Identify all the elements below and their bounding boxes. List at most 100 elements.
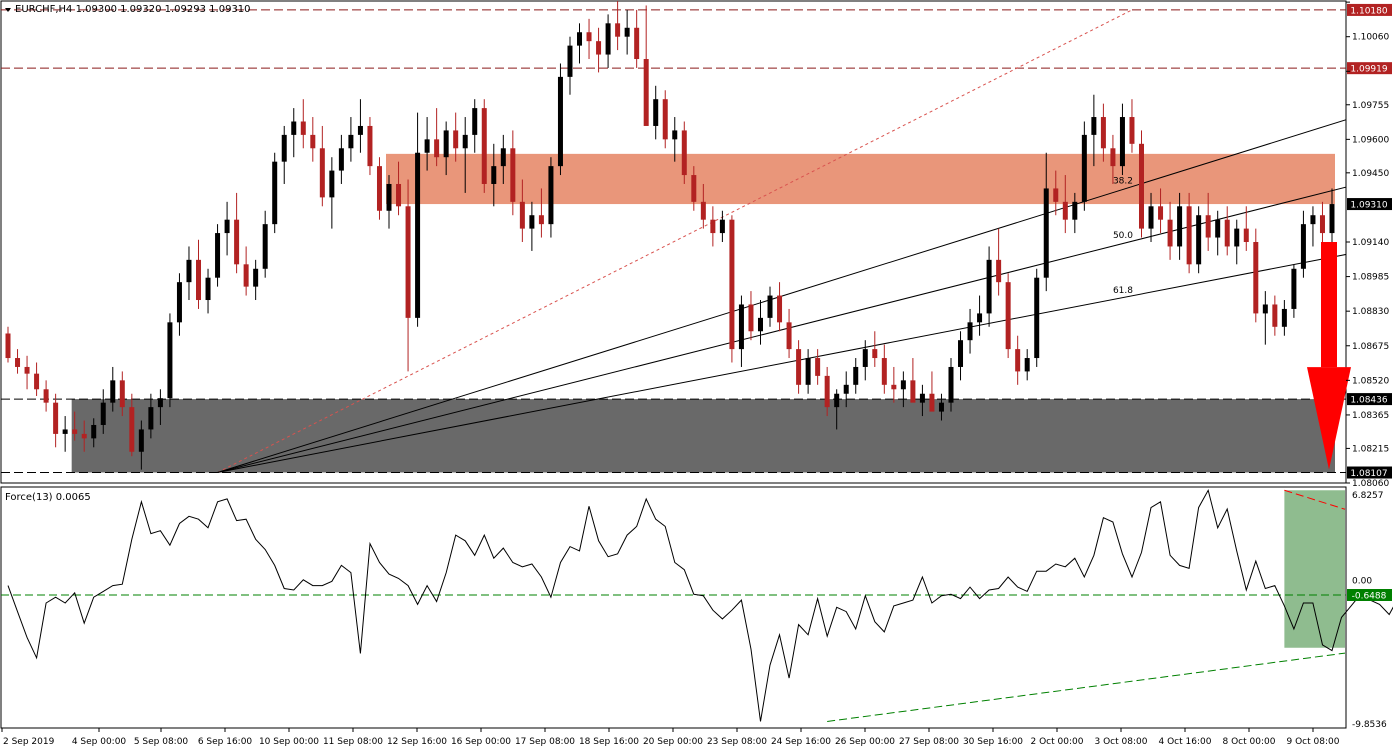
- candle-body: [938, 402, 944, 412]
- candle-body: [1196, 215, 1202, 265]
- candle-body: [548, 166, 554, 225]
- candle-body: [186, 259, 192, 283]
- candle-body: [129, 407, 135, 452]
- candle-body: [596, 41, 602, 55]
- candle-body: [176, 282, 182, 323]
- x-tick-label: 6 Sep 16:00: [198, 737, 253, 747]
- candle-body: [1119, 117, 1125, 167]
- price-tag: [1347, 62, 1392, 75]
- candle-body: [529, 215, 535, 229]
- candle-body: [1129, 117, 1135, 144]
- candle-body: [81, 433, 87, 439]
- candle-body: [1043, 188, 1049, 278]
- candle-body: [1034, 277, 1040, 359]
- force-ma-tag: [1347, 588, 1392, 601]
- candle-body: [272, 161, 278, 225]
- candle-body: [348, 134, 354, 149]
- candle-body: [224, 219, 230, 234]
- candle-body: [5, 333, 11, 359]
- candle-body: [357, 125, 363, 135]
- candle-body: [319, 148, 325, 198]
- candle-body: [53, 402, 59, 434]
- candle-body: [691, 175, 697, 202]
- fib-baseline: [217, 9, 1133, 473]
- candle-body: [767, 295, 773, 318]
- candle-body: [815, 358, 821, 376]
- y-tick-label: 1.08215: [1352, 444, 1389, 454]
- candle-body: [1005, 282, 1011, 350]
- candle-body: [519, 201, 525, 229]
- candle-body: [91, 424, 97, 439]
- candle-body: [662, 99, 668, 140]
- candle-body: [1215, 219, 1221, 238]
- candle-body: [834, 393, 840, 408]
- candle-body: [338, 148, 344, 171]
- candle-body: [786, 322, 792, 350]
- force-zero-label: 0.00: [1352, 577, 1372, 587]
- candle-body: [100, 402, 106, 425]
- x-tick-label: 5 Sep 08:00: [134, 737, 189, 747]
- x-tick-label: 2 Oct 00:00: [1031, 737, 1084, 747]
- chevron-down-icon[interactable]: [5, 8, 11, 12]
- force-zone: [1284, 490, 1345, 648]
- candle-body: [1053, 188, 1059, 202]
- candle-body: [567, 45, 573, 77]
- candle-body: [1253, 242, 1259, 314]
- candle-body: [243, 264, 249, 287]
- force-max-label: 6.8257: [1352, 491, 1384, 501]
- candle-body: [329, 170, 335, 198]
- y-tick-label: 1.09140: [1352, 238, 1389, 248]
- candle-body: [434, 139, 440, 158]
- candle-body: [1072, 201, 1078, 220]
- candle-body: [1138, 143, 1144, 229]
- candle-body: [62, 429, 68, 434]
- candle-body: [1167, 219, 1173, 247]
- x-tick-label: 9 Oct 08:00: [1287, 737, 1340, 747]
- candle-body: [443, 130, 449, 158]
- force-ma-tag-label: -0.6488: [1352, 591, 1387, 601]
- x-tick-label: 8 Oct 00:00: [1223, 737, 1276, 747]
- price-tag: [1347, 393, 1392, 406]
- candle-body: [853, 366, 859, 385]
- force-panel-frame: [0, 486, 1347, 729]
- resistance-zone: [386, 153, 1335, 205]
- candle-body: [396, 183, 402, 207]
- candle-body: [138, 429, 144, 452]
- candle-body: [472, 108, 478, 135]
- candle-body: [624, 27, 630, 37]
- candle-body: [196, 259, 202, 301]
- candle-body: [900, 380, 906, 390]
- y-tick-label: 1.08365: [1352, 411, 1389, 421]
- candle-body: [824, 375, 830, 408]
- candle-body: [538, 215, 544, 225]
- x-tick-label: 20 Sep 00:00: [643, 737, 703, 747]
- candle-body: [462, 134, 468, 149]
- candle-body: [1024, 358, 1030, 372]
- candle-body: [700, 201, 706, 220]
- candle-body: [215, 233, 221, 278]
- x-tick-label: 30 Sep 16:00: [963, 737, 1023, 747]
- candle-body: [1262, 304, 1268, 314]
- candle-body: [977, 313, 983, 323]
- price-tag-label: 1.09310: [1350, 201, 1387, 211]
- y-tick-label: 1.08675: [1352, 342, 1389, 352]
- x-tick-label: 2 Sep 2019: [3, 737, 55, 747]
- candle-body: [1186, 206, 1192, 265]
- candle-body: [967, 322, 973, 341]
- candle-body: [748, 304, 754, 332]
- x-tick-label: 11 Sep 08:00: [323, 737, 383, 747]
- candle-body: [1205, 215, 1211, 238]
- fib-fan-line: [217, 119, 1346, 473]
- y-tick-label: 1.08520: [1352, 376, 1389, 386]
- main-panel: 38.2 50.0 61.8: [1, 1, 1351, 474]
- x-tick-label: 24 Sep 16:00: [771, 737, 831, 747]
- fib-fan-line: [217, 186, 1346, 473]
- candle-body: [1300, 224, 1306, 269]
- x-tick-label: 10 Sep 00:00: [259, 737, 319, 747]
- candle-body: [681, 130, 687, 176]
- candle-body: [167, 322, 173, 399]
- candle-body: [110, 380, 116, 403]
- candle-body: [1177, 206, 1183, 247]
